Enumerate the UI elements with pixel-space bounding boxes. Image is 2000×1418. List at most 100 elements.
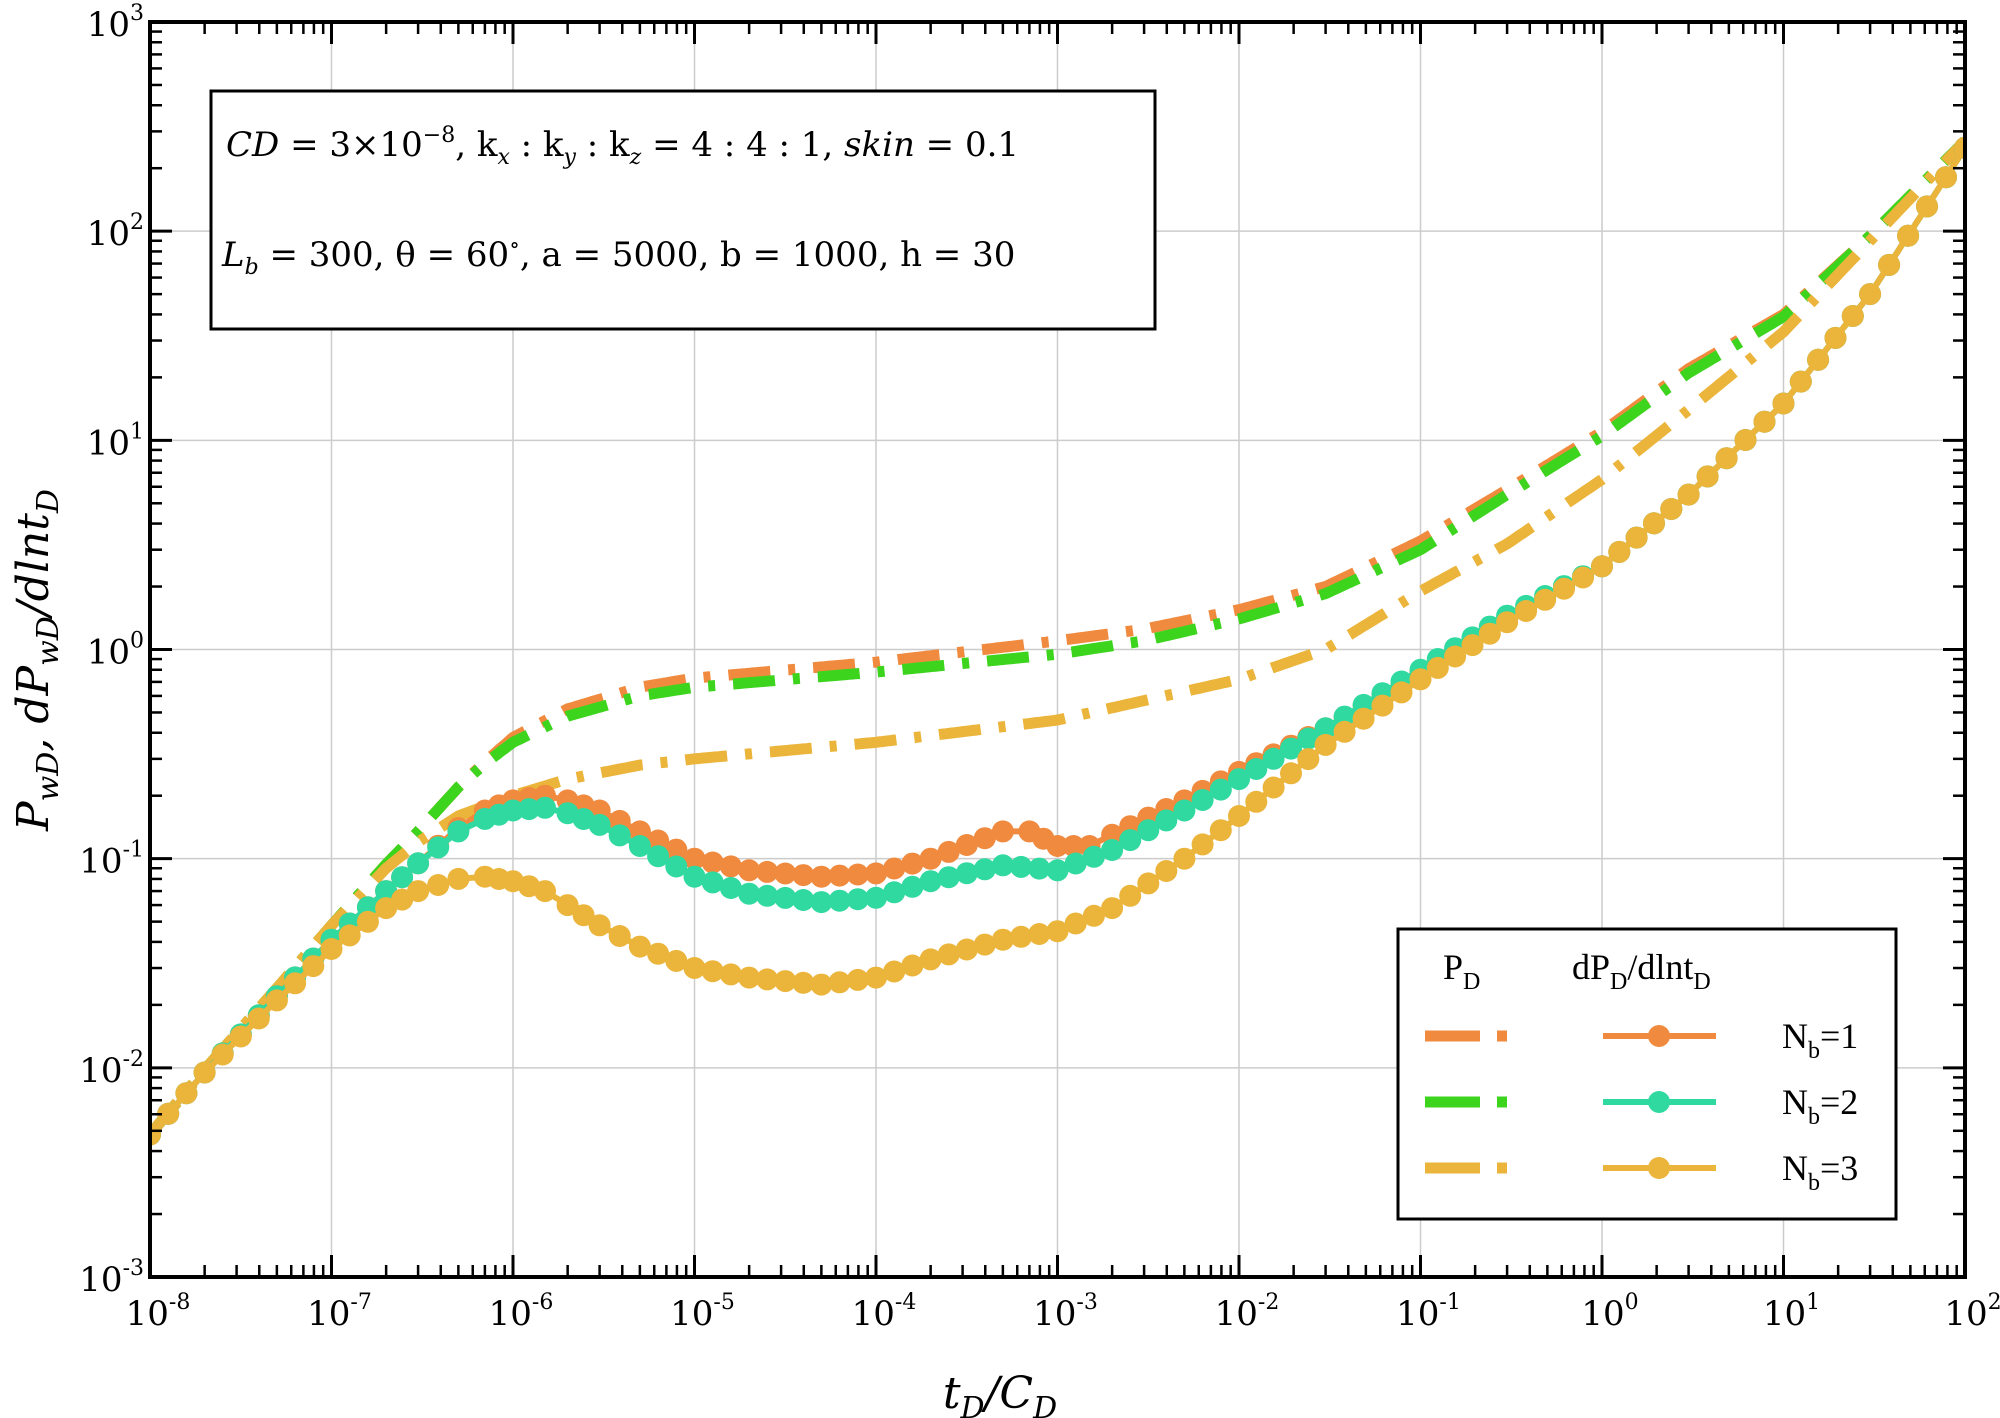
pd-curve-2	[150, 137, 1965, 1139]
derivative-point	[356, 910, 379, 933]
derivative-point	[265, 989, 288, 1012]
derivative-point	[1262, 776, 1285, 799]
legend-label-nb2: Nb=2	[1782, 1082, 1858, 1130]
x-tick-label: 10-3	[1033, 1290, 1098, 1334]
derivative-point	[608, 824, 631, 847]
derivative-point	[1119, 829, 1142, 852]
derivative-point	[901, 954, 924, 977]
derivative-point	[1625, 526, 1648, 549]
y-tick-label: 10-2	[79, 1047, 144, 1091]
derivative-point	[1280, 762, 1302, 785]
x-tick-label: 10-7	[307, 1290, 372, 1334]
x-tick-label: 100	[1581, 1290, 1638, 1334]
legend-derivative-marker	[1648, 1025, 1670, 1047]
y-tick-label: 10-1	[79, 838, 144, 882]
derivative-point	[427, 874, 450, 896]
derivative-point	[1807, 348, 1830, 371]
derivative-point	[1064, 852, 1087, 875]
x-tick-label: 101	[1763, 1290, 1820, 1334]
derivative-point	[719, 855, 742, 878]
derivative-point	[1715, 447, 1738, 470]
legend-derivative-marker	[1648, 1157, 1670, 1179]
derivative-point	[955, 862, 978, 885]
derivative-point	[810, 865, 833, 888]
derivative-point	[1409, 668, 1432, 691]
derivative-point	[427, 836, 450, 859]
derivative-point	[774, 886, 797, 909]
derivative-point	[774, 862, 797, 885]
derivative-point	[1101, 839, 1124, 861]
derivative-point	[1426, 656, 1449, 679]
derivative-point	[1478, 622, 1501, 645]
derivative-point	[1461, 634, 1484, 657]
x-tick-label: 102	[1944, 1290, 2000, 1334]
derivative-point	[534, 796, 556, 819]
derivative-point	[756, 968, 779, 991]
derivative-point	[1082, 904, 1105, 927]
derivative-point	[647, 845, 670, 868]
x-tick-label: 10-2	[1215, 1290, 1280, 1334]
derivative-point	[1082, 845, 1105, 868]
derivative-point	[991, 854, 1014, 877]
series-clip	[150, 136, 1965, 1146]
derivative-point	[1496, 611, 1519, 634]
derivative-point	[865, 966, 887, 989]
derivative-point	[1824, 326, 1847, 349]
derivative-point	[919, 847, 942, 870]
derivative-point	[738, 882, 761, 905]
derivative-point	[901, 875, 924, 898]
derivative-point	[175, 1082, 198, 1105]
legend-rows	[1425, 1025, 1716, 1179]
derivative-point	[756, 884, 779, 907]
derivative-point	[1935, 166, 1957, 189]
derivative-point	[284, 972, 307, 995]
derivative-point	[447, 867, 470, 890]
derivative-point	[1191, 833, 1214, 856]
annotation-box: CD = 3×10−8, kx : ky : kz = 4 : 4 : 1, s…	[209, 89, 1157, 331]
derivative-point	[338, 924, 361, 947]
derivative-point	[628, 935, 651, 958]
derivative-point	[1028, 923, 1051, 945]
derivative-point	[1209, 778, 1232, 801]
y-tick-label: 100	[87, 629, 144, 673]
derivative-point	[1390, 681, 1413, 704]
derivative-point	[302, 955, 325, 978]
derivative-point	[883, 881, 906, 904]
derivative-point	[1553, 577, 1575, 600]
derivative-point	[665, 838, 688, 861]
derivative-point	[792, 864, 815, 887]
derivative-point	[1859, 283, 1882, 306]
derivative-point	[1314, 733, 1337, 756]
derivative-point	[810, 891, 833, 914]
derivative-point	[502, 799, 524, 822]
derivative-point	[1916, 195, 1938, 218]
derivative-point	[1677, 483, 1700, 506]
derivative-point	[1155, 809, 1178, 832]
derivative-point	[1660, 498, 1683, 520]
derivative-point	[1173, 799, 1196, 822]
annotation-line-2: Lb = 300, θ = 60∘, a = 5000, b = 1000, h…	[221, 233, 1015, 280]
derivative-point	[1608, 540, 1631, 563]
derivative-point	[1209, 819, 1232, 842]
y-axis-title: PwD, dPwD/dlntD	[8, 489, 66, 832]
derivative-point	[1314, 717, 1337, 740]
x-axis-title: tD/CD	[943, 1368, 1057, 1418]
derivative-point	[1137, 819, 1160, 842]
derivative-point	[738, 859, 761, 882]
derivative-point	[810, 973, 833, 996]
derivative-point	[447, 820, 470, 843]
derivative-point	[1062, 835, 1085, 857]
derivative-point	[955, 834, 978, 856]
derivative-point	[391, 866, 414, 889]
derivative-point	[1878, 253, 1901, 276]
derivative-point	[1010, 855, 1033, 878]
derivative-point	[157, 1102, 180, 1125]
derivative-point	[1064, 912, 1087, 935]
derivative-point	[1643, 512, 1665, 535]
derivative-point	[1954, 136, 1965, 159]
derivative-point	[518, 798, 540, 821]
derivative-point	[1155, 860, 1178, 882]
derivative-point	[991, 820, 1014, 843]
derivative-point	[919, 870, 942, 893]
derivative-point	[320, 938, 343, 960]
